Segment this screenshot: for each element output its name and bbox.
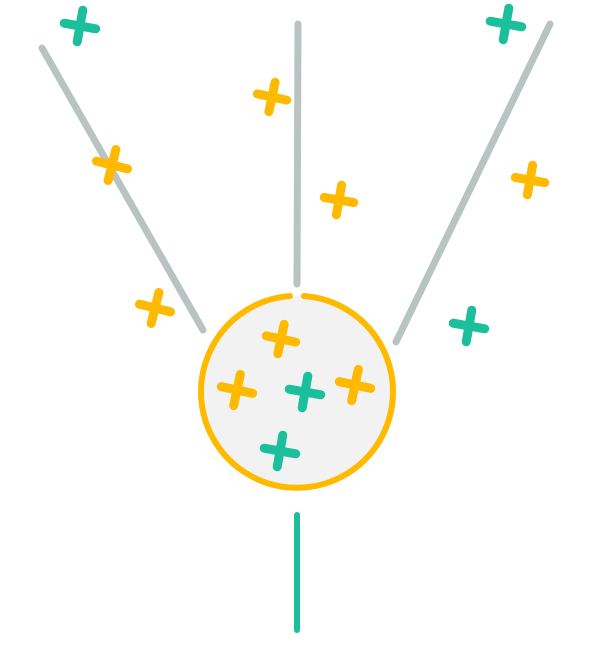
plus-icon bbox=[485, 3, 527, 45]
plus-icon bbox=[319, 180, 359, 220]
outside-crosses bbox=[59, 3, 550, 347]
filter-circle-outline bbox=[198, 293, 396, 491]
plus-icon bbox=[259, 430, 301, 472]
plus-icon bbox=[284, 371, 326, 413]
plus-icon bbox=[261, 319, 301, 359]
funnel-line-center bbox=[293, 20, 302, 288]
inside-crosses bbox=[216, 319, 376, 472]
plus-icon bbox=[252, 77, 292, 117]
plus-icon bbox=[448, 305, 490, 347]
plus-icon bbox=[510, 160, 550, 200]
plus-icon bbox=[91, 144, 133, 186]
plus-icon bbox=[216, 369, 258, 411]
funnel-line-left bbox=[38, 44, 207, 334]
plus-icon bbox=[59, 5, 101, 47]
funnel-line-right bbox=[392, 20, 554, 346]
plus-icon bbox=[134, 287, 176, 329]
funnel-lines bbox=[38, 20, 554, 346]
plus-icon bbox=[334, 364, 376, 406]
